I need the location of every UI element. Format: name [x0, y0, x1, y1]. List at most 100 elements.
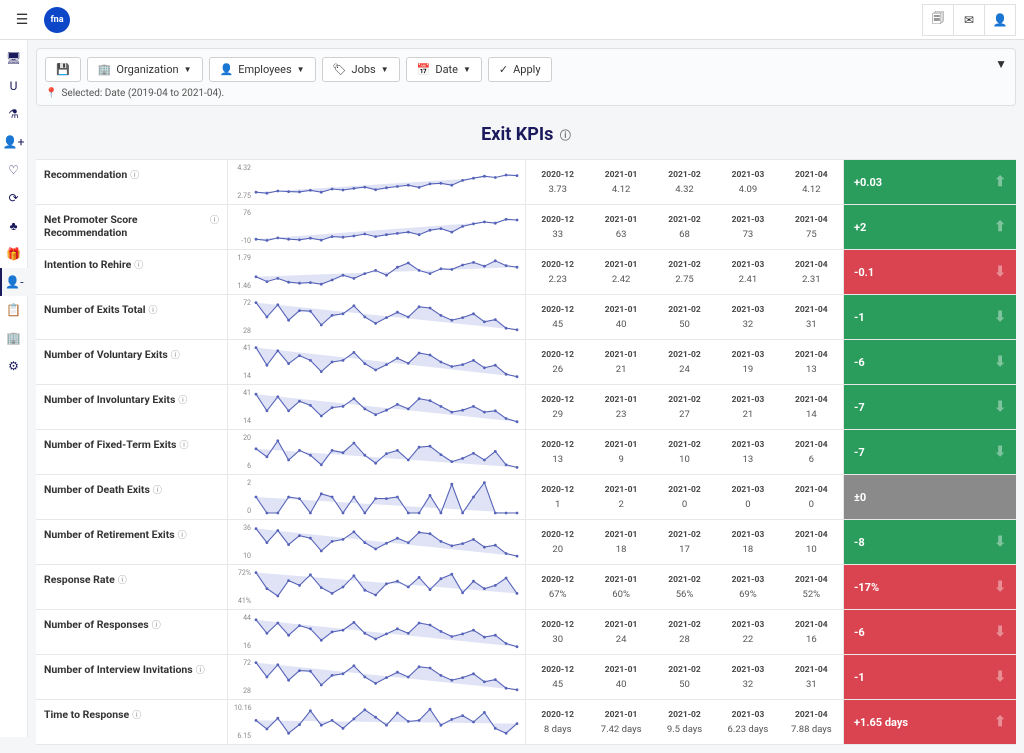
help-icon[interactable]: ⓘ [149, 303, 158, 316]
sidenav-item[interactable]: 📋 [0, 296, 28, 324]
help-icon[interactable]: ⓘ [178, 393, 187, 406]
kpi-trend-value: +1.65 days [854, 716, 908, 729]
employees-filter[interactable]: 👤Employees▼ [209, 57, 316, 82]
help-icon[interactable]: ⓘ [152, 618, 161, 631]
kpi-period-col: 2021-0319 [716, 350, 779, 375]
sidenav-item[interactable]: ⚙ [0, 352, 28, 380]
kpi-trend-value: -1 [854, 311, 865, 324]
kpi-period-label: 2020-12 [526, 665, 589, 675]
kpi-values: 2020-12292021-01232021-02272021-03212021… [526, 385, 844, 429]
sidenav-item[interactable]: 🏢 [0, 324, 28, 352]
kpi-period-col: 2021-029.5 days [653, 710, 716, 735]
kpi-sparkline: 4.322.75 [228, 160, 526, 204]
kpi-period-label: 2021-04 [780, 620, 843, 630]
kpi-trend-badge: -7⬇ [844, 385, 1016, 429]
kpi-period-label: 2021-04 [780, 305, 843, 315]
brand-logo[interactable]: fna [44, 7, 70, 33]
kpi-trend-badge: -8⬇ [844, 520, 1016, 564]
sidenav-item[interactable]: ⟳ [0, 184, 28, 212]
kpi-label: Intention to Rehireⓘ [36, 250, 228, 294]
kpi-period-col: 2021-02 56% [653, 575, 716, 600]
kpi-period-label: 2020-12 [526, 350, 589, 360]
kpi-period-col: 2021-0224 [653, 350, 716, 375]
kpi-sparkline: 1.791.46 [228, 250, 526, 294]
sidenav-item[interactable]: 🖥 [0, 44, 28, 72]
sidenav-item[interactable]: 👤- [0, 268, 28, 296]
kpi-period-label: 2021-01 [589, 575, 652, 585]
hamburger-menu-button[interactable]: ☰ [8, 6, 36, 34]
kpi-value: 4.12 [780, 184, 843, 195]
help-icon[interactable]: ⓘ [118, 573, 127, 586]
date-filter[interactable]: 📅Date▼ [406, 57, 482, 82]
sidenav-item[interactable]: ⚗ [0, 100, 28, 128]
kpi-period-label: 2021-03 [716, 575, 779, 585]
kpi-period-col: 2020-1230 [526, 620, 589, 645]
kpi-period-label: 2021-02 [653, 215, 716, 225]
sidenav-item[interactable]: U [0, 72, 28, 100]
kpi-period-label: 2020-12 [526, 485, 589, 495]
kpi-value: 56% [653, 589, 716, 600]
check-icon: ✓ [499, 63, 508, 76]
kpi-period-label: 2021-02 [653, 575, 716, 585]
kpi-period-label: 2020-12 [526, 260, 589, 270]
user-icon[interactable]: 👤 [984, 4, 1016, 36]
kpi-value: 13 [780, 364, 843, 375]
kpi-period-col: 2021-0313 [716, 440, 779, 465]
kpi-value: 10 [780, 544, 843, 555]
kpi-table: Recommendationⓘ4.322.752020-123.732021-0… [36, 159, 1016, 745]
kpi-period-col: 2021-0318 [716, 530, 779, 555]
kpi-value: 20 [526, 544, 589, 555]
kpi-period-label: 2021-01 [589, 440, 652, 450]
kpi-sparkline: 72%41% [228, 565, 526, 609]
mail-icon[interactable]: ✉ [953, 4, 985, 36]
help-icon[interactable]: ⓘ [178, 528, 187, 541]
kpi-trend-badge: +1.65 days⬆ [844, 700, 1016, 744]
calendar-icon: 📅 [417, 63, 431, 76]
kpi-period-col: 2021-044.12 [780, 170, 843, 195]
save-filter-button[interactable]: 💾 [45, 57, 81, 82]
kpi-period-label: 2021-04 [780, 710, 843, 720]
kpi-value: 0 [653, 499, 716, 510]
trend-arrow-icon: ⬆ [994, 219, 1006, 235]
trend-arrow-icon: ⬆ [994, 174, 1006, 190]
kpi-trend-badge: -7⬇ [844, 430, 1016, 474]
apply-button[interactable]: ✓Apply [488, 57, 552, 82]
kpi-period-col: 2020-121 [526, 485, 589, 510]
kpi-label: Number of Involuntary Exitsⓘ [36, 385, 228, 429]
kpi-period-label: 2021-03 [716, 215, 779, 225]
kpi-period-label: 2021-01 [589, 170, 652, 180]
help-icon[interactable]: ⓘ [210, 213, 219, 226]
kpi-period-label: 2021-03 [716, 350, 779, 360]
floppy-icon: 💾 [56, 63, 70, 76]
kpi-period-col: 2021-0160% [589, 575, 652, 600]
jobs-filter[interactable]: 🏷Jobs▼ [322, 57, 400, 82]
help-icon[interactable]: ⓘ [560, 129, 571, 142]
filter-collapse-button[interactable]: ▼ [995, 57, 1007, 71]
help-icon[interactable]: ⓘ [196, 663, 205, 676]
kpi-value: 28 [653, 634, 716, 645]
help-icon[interactable]: ⓘ [153, 483, 162, 496]
help-icon[interactable]: ⓘ [171, 348, 180, 361]
tag-icon: 🏷 [333, 63, 347, 76]
kpi-period-label: 2021-04 [780, 530, 843, 540]
kpi-period-label: 2021-01 [589, 530, 652, 540]
kpi-trend-badge: +2⬆ [844, 205, 1016, 249]
help-icon[interactable]: ⓘ [130, 168, 139, 181]
help-icon[interactable]: ⓘ [134, 258, 143, 271]
sidenav-item[interactable]: ♡ [0, 156, 28, 184]
kpi-period-col: 2021-0227 [653, 395, 716, 420]
kpi-label: Number of Voluntary Exitsⓘ [36, 340, 228, 384]
sidenav-item[interactable]: ♣ [0, 212, 28, 240]
help-icon[interactable]: ⓘ [132, 708, 141, 721]
kpi-trend-badge: -0.1⬇ [844, 250, 1016, 294]
kpi-period-col: 2021-0416 [780, 620, 843, 645]
sidenav-item[interactable]: 👤+ [0, 128, 28, 156]
sidenav-item[interactable]: 🎁 [0, 240, 28, 268]
organization-filter[interactable]: 🏢Organization▼ [87, 57, 203, 82]
kpi-trend-badge: -17%⬇ [844, 565, 1016, 609]
kpi-value: 13 [716, 454, 779, 465]
save-icon[interactable]: 🗐 [922, 4, 954, 36]
kpi-period-col: 2021-0123 [589, 395, 652, 420]
help-icon[interactable]: ⓘ [179, 438, 188, 451]
kpi-period-col: 2021-034.09 [716, 170, 779, 195]
